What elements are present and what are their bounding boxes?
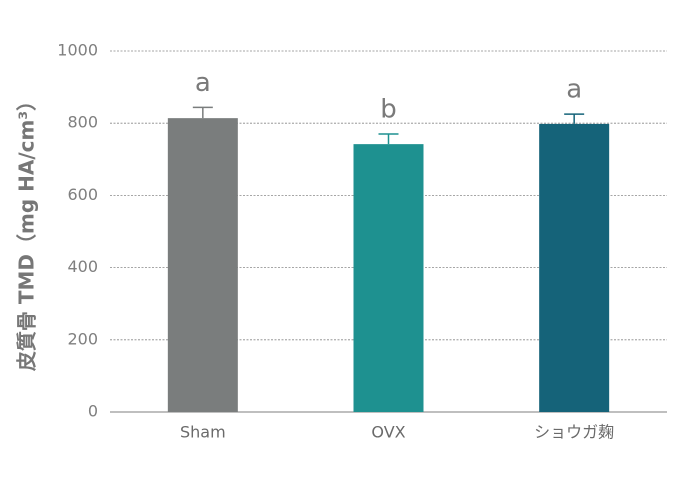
bar	[539, 123, 610, 412]
significance-letter: b	[380, 95, 397, 125]
error-bar	[192, 106, 213, 119]
y-tick-label: 600	[67, 185, 98, 204]
x-tick-label: OVX	[371, 423, 405, 442]
x-tick-label: ショウガ麹	[534, 423, 614, 442]
y-tick-label: 400	[67, 257, 98, 276]
error-bar	[378, 133, 399, 145]
x-tick-label: Sham	[180, 423, 226, 442]
y-tick-label: 800	[67, 113, 98, 132]
y-tick-label: 1000	[57, 41, 98, 60]
significance-letter: a	[195, 68, 211, 98]
y-tick-label: 200	[67, 329, 98, 348]
y-tick-label: 0	[88, 402, 98, 421]
error-bar	[564, 113, 585, 124]
bar	[167, 118, 238, 413]
bar	[353, 144, 424, 412]
y-axis-label: 皮質骨 TMD（mg HA/cm³）	[15, 91, 39, 371]
significance-letter: a	[566, 75, 582, 105]
